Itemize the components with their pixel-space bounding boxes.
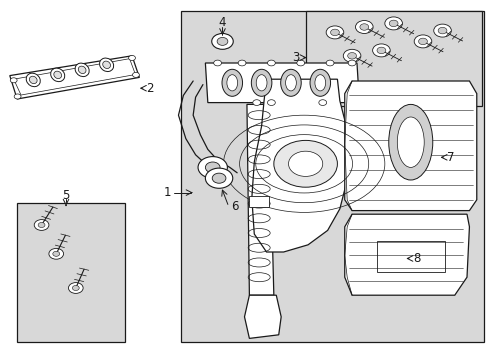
Circle shape <box>205 168 232 188</box>
Polygon shape <box>10 56 139 99</box>
Ellipse shape <box>100 58 113 72</box>
Circle shape <box>288 151 322 176</box>
Polygon shape <box>246 104 273 295</box>
Circle shape <box>38 222 45 228</box>
Polygon shape <box>344 214 468 295</box>
Circle shape <box>132 72 139 77</box>
Circle shape <box>267 60 275 66</box>
Circle shape <box>318 100 326 105</box>
Text: 5: 5 <box>62 189 70 202</box>
Circle shape <box>355 21 372 33</box>
Circle shape <box>372 44 389 57</box>
Ellipse shape <box>388 104 432 180</box>
Circle shape <box>376 47 385 54</box>
Circle shape <box>49 248 63 259</box>
Text: 1: 1 <box>163 186 171 199</box>
Ellipse shape <box>75 63 89 77</box>
Text: 4: 4 <box>218 16 226 29</box>
Circle shape <box>347 60 355 66</box>
Ellipse shape <box>226 75 237 91</box>
Circle shape <box>198 157 227 178</box>
Circle shape <box>296 60 304 66</box>
Ellipse shape <box>51 68 64 82</box>
Circle shape <box>205 162 220 173</box>
Ellipse shape <box>78 66 86 73</box>
Ellipse shape <box>54 71 61 78</box>
Text: 3: 3 <box>292 51 299 64</box>
Bar <box>305 11 481 106</box>
Circle shape <box>325 60 333 66</box>
Text: 2: 2 <box>145 82 153 95</box>
Ellipse shape <box>29 76 37 84</box>
Circle shape <box>433 24 450 37</box>
Text: 7: 7 <box>447 151 454 164</box>
Ellipse shape <box>26 73 40 87</box>
Ellipse shape <box>285 75 296 91</box>
Circle shape <box>128 55 135 60</box>
Circle shape <box>359 24 368 30</box>
Ellipse shape <box>280 69 301 96</box>
Circle shape <box>330 29 339 36</box>
Ellipse shape <box>396 117 424 167</box>
Circle shape <box>343 49 360 62</box>
Polygon shape <box>205 63 359 103</box>
Text: 8: 8 <box>412 252 420 265</box>
Circle shape <box>10 78 17 83</box>
Circle shape <box>388 20 397 27</box>
Circle shape <box>213 60 221 66</box>
Text: 6: 6 <box>230 201 238 213</box>
Polygon shape <box>251 79 346 252</box>
Circle shape <box>273 140 337 187</box>
Ellipse shape <box>256 75 266 91</box>
Ellipse shape <box>222 69 242 96</box>
Ellipse shape <box>309 69 330 96</box>
Ellipse shape <box>314 75 325 91</box>
Circle shape <box>68 283 83 293</box>
Circle shape <box>267 100 275 105</box>
Ellipse shape <box>251 69 271 96</box>
Circle shape <box>238 60 245 66</box>
Circle shape <box>212 173 225 183</box>
Circle shape <box>53 251 60 256</box>
Bar <box>376 241 444 272</box>
Polygon shape <box>344 81 476 211</box>
Circle shape <box>14 94 21 99</box>
Circle shape <box>217 37 227 45</box>
Circle shape <box>418 38 427 45</box>
Circle shape <box>325 26 343 39</box>
Circle shape <box>347 53 356 59</box>
Bar <box>181 11 483 342</box>
Ellipse shape <box>102 61 110 68</box>
Circle shape <box>252 100 260 105</box>
Circle shape <box>211 33 233 49</box>
Polygon shape <box>244 295 281 338</box>
Bar <box>17 203 124 342</box>
Polygon shape <box>249 196 268 207</box>
Circle shape <box>34 220 49 230</box>
Circle shape <box>384 17 402 30</box>
Circle shape <box>437 27 446 34</box>
Circle shape <box>413 35 431 48</box>
Circle shape <box>72 285 79 291</box>
